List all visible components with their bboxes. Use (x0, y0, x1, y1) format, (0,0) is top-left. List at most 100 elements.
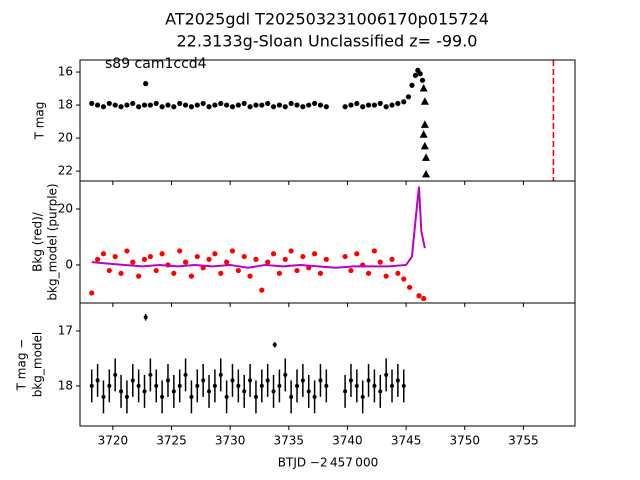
point (276, 102, 283, 108)
point (165, 102, 171, 108)
point (377, 259, 383, 265)
point (259, 287, 265, 293)
y-tick-label: 20 (58, 131, 73, 145)
point (271, 389, 276, 394)
point (312, 394, 317, 399)
x-tick-label: 3740 (332, 434, 363, 448)
upper-limit (420, 120, 429, 128)
point (318, 378, 323, 383)
point (384, 372, 389, 377)
upper-limit (420, 141, 429, 150)
point (89, 383, 94, 388)
chart-subtitle: 22.3133g-Sloan Unclassified z= -99.0 (177, 32, 478, 51)
point (395, 378, 400, 383)
point (371, 102, 378, 108)
point (235, 267, 241, 274)
point (106, 100, 112, 107)
point (235, 102, 241, 108)
point (378, 389, 383, 394)
point (323, 256, 329, 262)
point (201, 378, 206, 383)
point (416, 293, 422, 299)
y-axis-label: bkg_model (31, 332, 45, 398)
y-axis-label: Bkg (red)/ (31, 211, 45, 272)
point (141, 102, 148, 108)
x-tick-label: 3735 (274, 434, 305, 448)
point (371, 248, 378, 254)
point (300, 378, 305, 383)
point (241, 100, 247, 107)
point (153, 267, 159, 274)
x-tick-label: 3755 (508, 434, 539, 448)
point (311, 100, 318, 107)
point (276, 270, 283, 276)
point (89, 290, 95, 296)
point (147, 253, 153, 260)
point (300, 104, 306, 110)
point (288, 248, 294, 254)
y-tick-label: 17 (58, 324, 73, 338)
point (282, 104, 288, 110)
point (229, 104, 236, 110)
y-axis-label: bkg_model (purple) (46, 183, 60, 300)
point (177, 100, 183, 107)
point (177, 383, 182, 388)
point (348, 102, 354, 108)
point (160, 394, 165, 399)
point (195, 383, 200, 388)
point (417, 71, 423, 77)
x-tick-label: 3720 (98, 434, 129, 448)
point (383, 104, 389, 110)
point (306, 389, 311, 394)
point (259, 383, 264, 388)
point (218, 100, 224, 107)
upper-limit (419, 130, 428, 138)
point (360, 394, 365, 399)
point (206, 256, 212, 262)
point (270, 251, 277, 257)
point (112, 102, 118, 108)
point (248, 378, 253, 383)
point (324, 383, 329, 388)
point (136, 104, 142, 110)
upper-limit (422, 153, 431, 161)
point (153, 100, 159, 107)
x-tick-label: 3725 (156, 434, 187, 448)
point (89, 100, 95, 107)
point (113, 372, 118, 377)
point (189, 394, 194, 399)
point (183, 372, 188, 377)
point (288, 100, 294, 107)
point (212, 383, 217, 388)
point (218, 270, 224, 276)
point (154, 383, 159, 388)
point (354, 100, 360, 107)
point (95, 378, 100, 383)
y-tick-label: 0 (65, 257, 73, 271)
point (265, 100, 271, 107)
point (389, 102, 395, 108)
point (136, 273, 142, 279)
point (372, 383, 377, 388)
point (282, 256, 288, 262)
point (177, 248, 183, 254)
point (323, 104, 329, 110)
point (300, 253, 306, 260)
point (241, 253, 247, 260)
point (412, 72, 419, 78)
point (171, 389, 176, 394)
point (218, 372, 223, 377)
point (365, 270, 372, 276)
point (390, 383, 395, 388)
point (348, 378, 353, 383)
y-axis-label: T mag (33, 102, 47, 141)
point (100, 104, 107, 110)
point (295, 383, 300, 388)
point (253, 256, 259, 262)
point (354, 383, 359, 388)
point (207, 389, 212, 394)
point (136, 383, 141, 388)
point (409, 82, 415, 88)
point (401, 383, 406, 388)
